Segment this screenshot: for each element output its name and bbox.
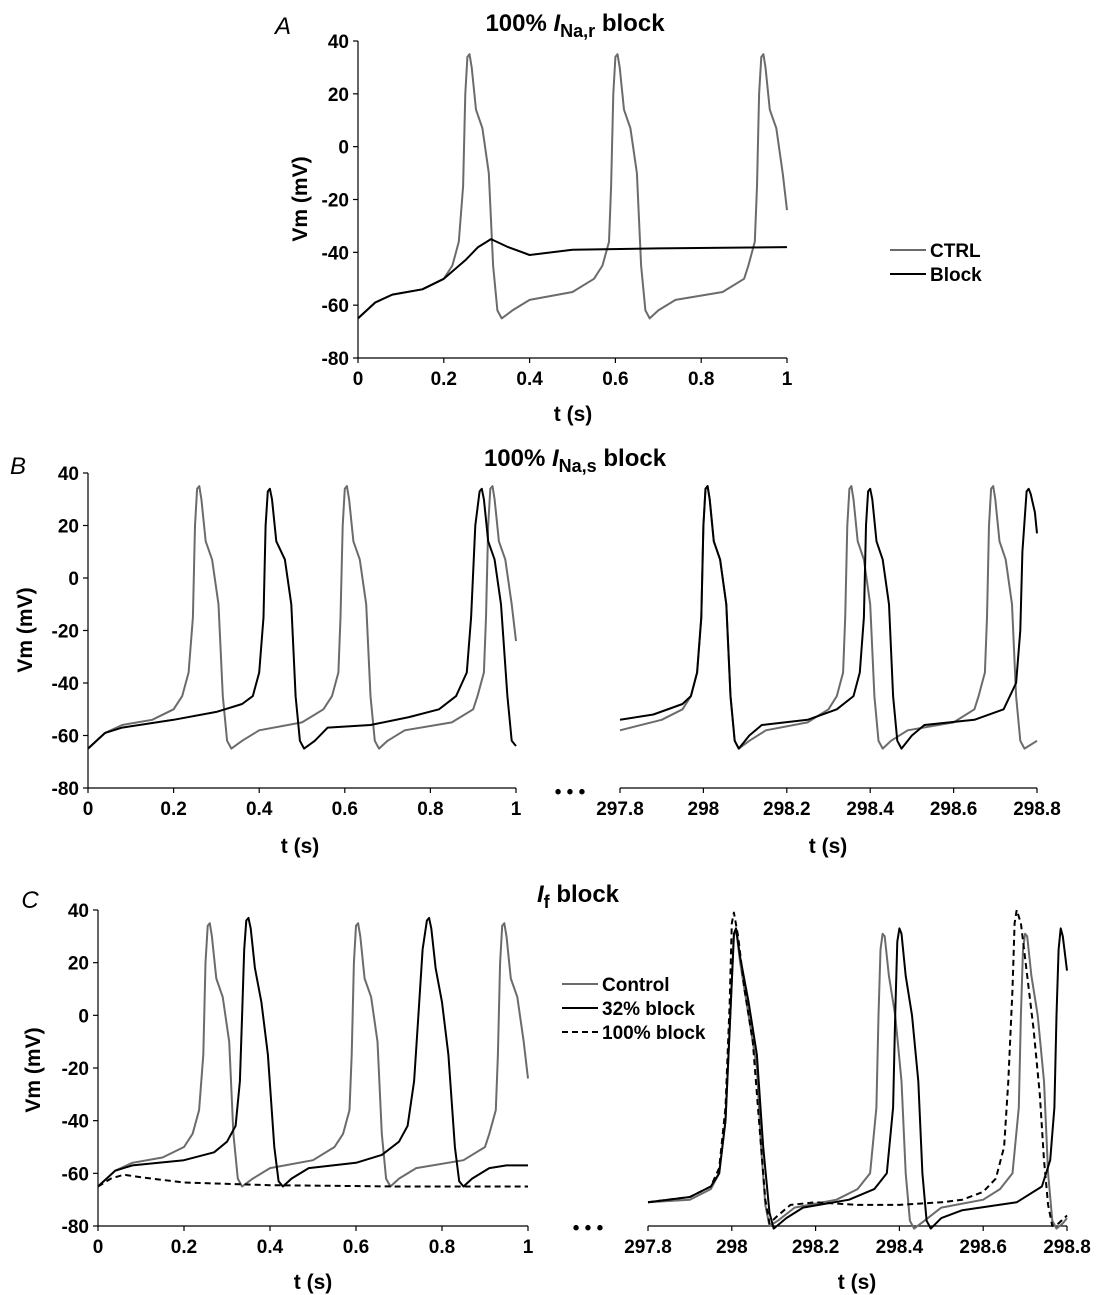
- panel-b-left-x-tick-label: 0.4: [246, 799, 273, 820]
- panel-b-right-x-tick-label: 298.2: [763, 799, 811, 820]
- panel-b-left-series-line-ctrl: [87, 485, 517, 750]
- panel-a-y-tick-label: -80: [322, 349, 349, 370]
- panel-b-left-y-tick-label: -80: [52, 779, 79, 800]
- panel-a-y-axis-label: Vm (mV): [289, 156, 312, 241]
- panel-a-x-tick-label: 1: [782, 369, 793, 390]
- panel-b-right-x-tick-label: 298.6: [930, 799, 978, 820]
- panel-b-right-series-line-block: [619, 485, 1038, 750]
- panel-c-left-series-line-100-block: [97, 1173, 528, 1188]
- panel-a-x-tick-label: 0: [353, 369, 364, 390]
- panel-b-right-x-tick-label: 298.8: [1013, 799, 1061, 820]
- panel-c-label: C: [21, 887, 39, 914]
- panel-b-left-x-tick-label: 0: [83, 799, 94, 820]
- panel-c-right-x-axis-label: t (s): [838, 1271, 877, 1294]
- panel-a-y-tick-label: 0: [338, 138, 349, 159]
- panel-a-title: 100% INa,r block: [485, 10, 665, 41]
- panel-b-left-x-tick-label: 1: [511, 799, 522, 820]
- panel-a-series-line-block: [357, 238, 788, 320]
- panel-c-left-x-tick-label: 0: [93, 1237, 104, 1258]
- panel-a-y-tick-label: -40: [322, 243, 349, 264]
- panel-c-left-x-tick-label: 0.8: [429, 1237, 455, 1258]
- panel-c-right-series-line-100-block: [647, 909, 1068, 1227]
- panel-a-y-tick-label: 40: [328, 32, 349, 53]
- panel-c-right-x-tick-label: 298.8: [1043, 1237, 1091, 1258]
- panel-c-right-x-tick-label: 298: [716, 1237, 748, 1258]
- panel-a-y-tick-label: -60: [322, 296, 349, 317]
- panel-b-left-series-line-block: [87, 487, 517, 750]
- panel-c-left-x-axis-label: t (s): [294, 1271, 333, 1294]
- panel-b-right-series-line-ctrl: [619, 485, 1038, 750]
- panel-a-x-tick-label: 0.4: [516, 369, 543, 390]
- panel-a-label: A: [273, 13, 291, 40]
- panel-c-left-y-tick-label: -80: [62, 1217, 89, 1238]
- panel-c-left-x-tick-label: 0.4: [257, 1237, 284, 1258]
- panel-a-legend-label: CTRL: [930, 241, 981, 262]
- panel-c-title: If block: [537, 881, 620, 912]
- panel-a-series-line-ctrl: [357, 53, 788, 320]
- panel-a-x-axis-label: t (s): [554, 403, 593, 426]
- panel-b-left-y-tick-label: 20: [58, 517, 79, 538]
- panel-b-title: 100% INa,s block: [484, 445, 667, 476]
- panel-b-right-x-tick-label: 297.8: [596, 799, 644, 820]
- panel-b-right-axes: 297.8 298 298.2 298.4 298.6 298.8: [596, 787, 1061, 820]
- panel-b-label: B: [10, 453, 26, 480]
- panel-b-left-y-tick-label: 0: [68, 569, 79, 590]
- panel-c-left-y-tick-label: 40: [68, 901, 89, 922]
- panel-c-left-y-tick-label: -40: [62, 1112, 89, 1133]
- panel-a-y-tick-label: 20: [328, 85, 349, 106]
- panel-a-axes: 0 0.2 0.4 0.6 0.8 1 40 20 0 -20 -40 -60 -80: [322, 32, 793, 390]
- panel-c-left-y-tick-label: 0: [78, 1006, 89, 1027]
- panel-c-right-x-tick-label: 298.6: [959, 1237, 1007, 1258]
- panel-c-left-axes: 0 0.2 0.4 0.6 0.8 1 40 20 0 -20 -40 -60 -80: [62, 901, 534, 1258]
- panel-c-left-y-tick-label: -20: [62, 1059, 89, 1080]
- panel-b-left-x-axis-label: t (s): [281, 835, 320, 858]
- panel-c-break-mark: • • •: [573, 1218, 604, 1239]
- panel-b-right-x-tick-label: 298: [688, 799, 720, 820]
- panel-c-left-x-tick-label: 0.2: [171, 1237, 197, 1258]
- panel-c-y-axis-label: Vm (mV): [22, 1027, 45, 1112]
- panel-c-left-y-tick-label: -60: [62, 1164, 89, 1185]
- panel-b-right-x-tick-label: 298.4: [846, 799, 894, 820]
- panel-b-left-axes: 0 0.2 0.4 0.6 0.8 1 40 20 0 -20 -40 -60 -80: [52, 464, 522, 820]
- panel-b-left-y-tick-label: -20: [52, 622, 79, 643]
- panel-c-left-x-tick-label: 1: [523, 1237, 534, 1258]
- panel-a-x-tick-label: 0.8: [688, 369, 714, 390]
- panel-a-legend-label: Block: [930, 265, 982, 286]
- panel-b-left-y-tick-label: -40: [52, 674, 79, 695]
- panel-c-legend-label: 100% block: [602, 1023, 706, 1044]
- panel-b-break-mark: • • •: [555, 782, 586, 803]
- panel-c-left-y-tick-label: 20: [68, 954, 89, 975]
- panel-c-left-x-tick-label: 0.6: [343, 1237, 369, 1258]
- panel-c-right-x-tick-label: 297.8: [624, 1237, 672, 1258]
- panel-a-x-tick-label: 0.2: [431, 369, 457, 390]
- panel-c-left-series-line-control: [97, 922, 529, 1188]
- panel-a-y-tick-label: -20: [322, 191, 349, 212]
- panel-c-legend-label: 32% block: [602, 999, 695, 1020]
- panel-b-left-x-tick-label: 0.8: [417, 799, 443, 820]
- panel-b-right-x-axis-label: t (s): [809, 835, 848, 858]
- panel-a-x-tick-label: 0.6: [602, 369, 628, 390]
- panel-b-left-x-tick-label: 0.2: [160, 799, 186, 820]
- panel-c-left-series-line-32-block: [97, 916, 528, 1188]
- panel-c-right-series-line-control: [647, 927, 1068, 1230]
- panel-c-legend-label: Control: [602, 975, 670, 996]
- panel-b-y-axis-label: Vm (mV): [14, 587, 37, 672]
- panel-b-left-x-tick-label: 0.6: [332, 799, 358, 820]
- panel-b-left-y-tick-label: -60: [52, 727, 79, 748]
- panel-c-right-axes: 297.8 298 298.2 298.4 298.6 298.8: [624, 1225, 1091, 1258]
- panel-c-right-x-tick-label: 298.4: [876, 1237, 924, 1258]
- panel-b-left-y-tick-label: 40: [58, 464, 79, 485]
- panel-c-right-x-tick-label: 298.2: [792, 1237, 840, 1258]
